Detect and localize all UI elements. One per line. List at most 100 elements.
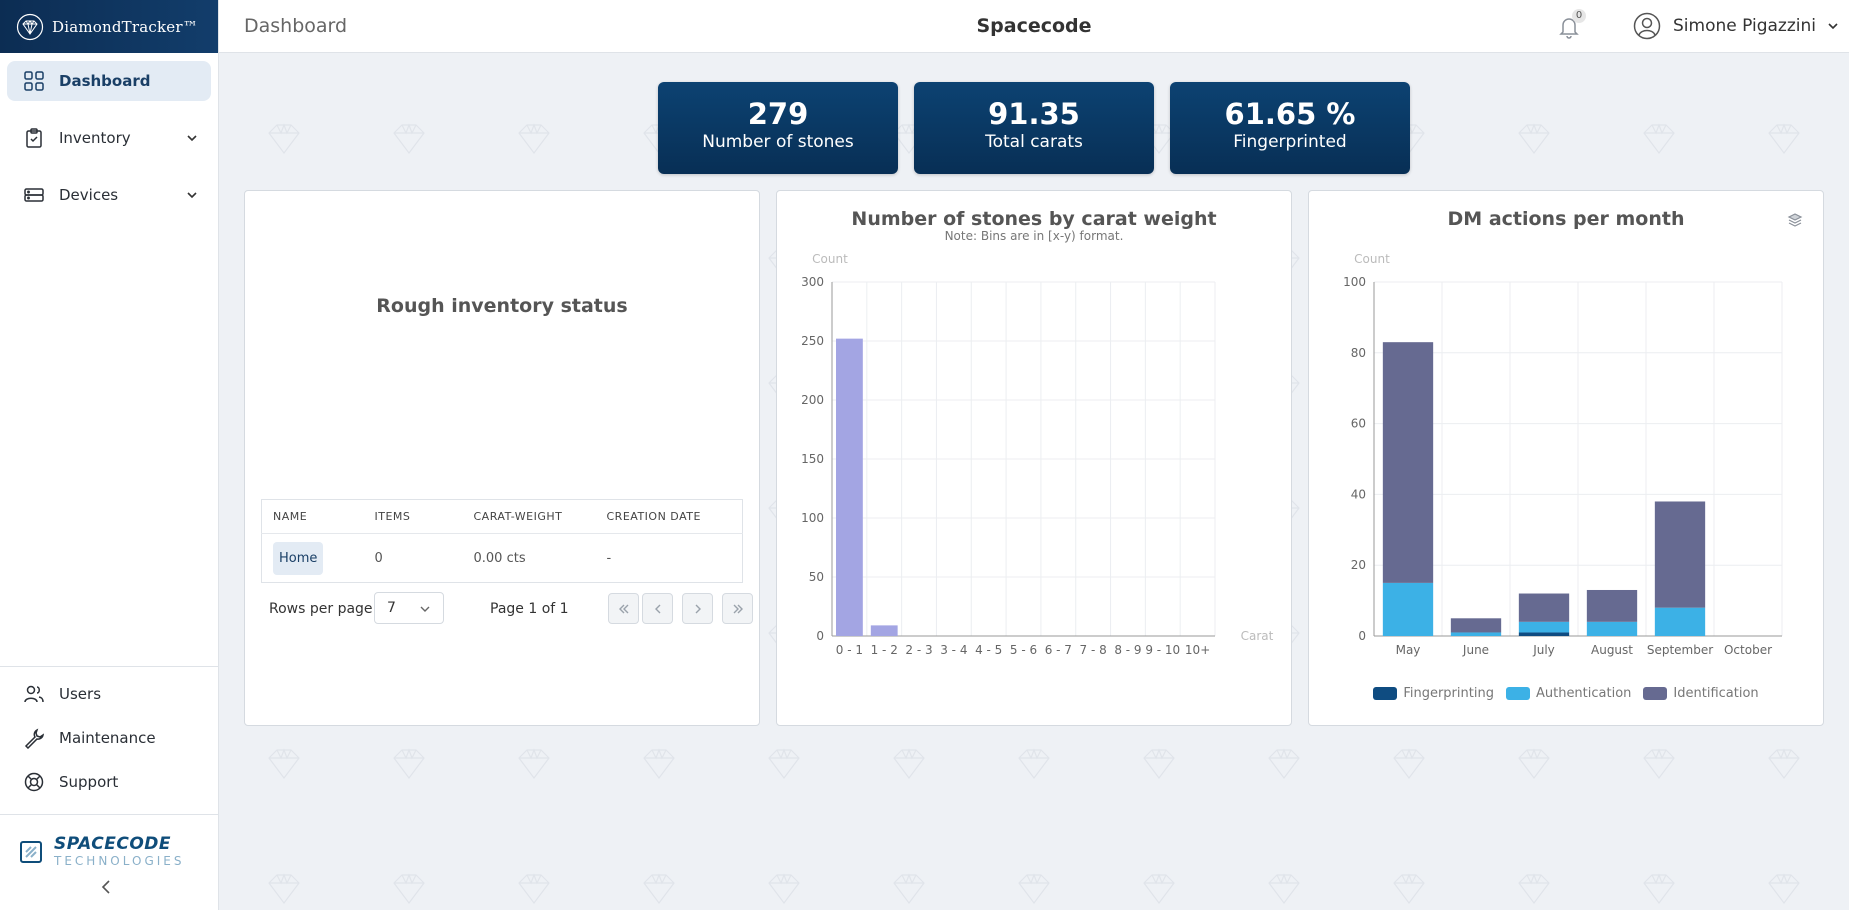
chevron-down-icon <box>187 192 197 199</box>
x-tick-label: 6 - 7 <box>1045 643 1072 657</box>
legend-label: Fingerprinting <box>1403 686 1494 701</box>
sidebar-item-label: Users <box>59 685 102 703</box>
y-tick-label: 20 <box>1351 558 1366 572</box>
y-tick-label: 100 <box>801 511 824 525</box>
sidebar-item-label: Inventory <box>59 129 131 147</box>
y-tick-label: 300 <box>801 275 824 289</box>
last-page-button[interactable] <box>722 593 753 624</box>
y-tick-label: 0 <box>1358 629 1366 643</box>
bar-segment <box>1654 607 1706 636</box>
brand-bar[interactable]: DiamondTracker™ <box>0 0 218 53</box>
bar-segment <box>1450 618 1502 633</box>
dashboard-icon <box>24 71 44 91</box>
first-page-button[interactable] <box>608 593 639 624</box>
x-tick-label: 4 - 5 <box>975 643 1002 657</box>
top-header: Dashboard Spacecode 0 Simone Pigazzini <box>219 0 1849 53</box>
y-tick-label: 0 <box>816 629 824 643</box>
y-tick-label: 60 <box>1351 417 1366 431</box>
y-axis-label: Count <box>812 252 848 266</box>
column-header[interactable]: NAME <box>261 499 364 534</box>
chart-legend: Fingerprinting Authentication Identificati… <box>1309 686 1823 701</box>
stat-card-carats: 91.35 Total carats <box>914 82 1154 174</box>
bar <box>870 625 898 636</box>
chevron-left-icon <box>654 604 660 613</box>
pagination: Rows per page 7 Page 1 of 1 <box>269 592 753 626</box>
divider <box>0 666 218 667</box>
wrench-icon <box>24 728 45 749</box>
table-header-row: NAME ITEMS CARAT-WEIGHT CREATION DATE <box>261 499 743 534</box>
y-tick-label: 50 <box>809 570 824 584</box>
x-tick-label: 3 - 4 <box>940 643 967 657</box>
x-tick-label: 2 - 3 <box>905 643 932 657</box>
y-tick-label: 80 <box>1351 346 1366 360</box>
sidebar: DiamondTracker™ Dashboard Inventory Devi… <box>0 0 219 910</box>
divider <box>0 814 218 815</box>
column-header[interactable]: ITEMS <box>363 499 463 534</box>
stat-card-fingerprinted: 61.65 % Fingerprinted <box>1170 82 1410 174</box>
stat-value: 91.35 <box>988 97 1080 131</box>
rows-per-page-label: Rows per page <box>269 601 373 617</box>
table-row[interactable]: Home 0 0.00 cts - <box>262 534 743 583</box>
bar <box>836 338 863 636</box>
carat-weight-chart: 0 50 100 150 200 250 300 Count 0 - 1 1 - 2 2 - 3 3 … <box>801 229 1274 657</box>
breadcrumb: Dashboard <box>244 15 348 37</box>
bar-segment <box>1518 621 1570 633</box>
x-tick-label: 0 - 1 <box>836 643 863 657</box>
notification-badge: 0 <box>1572 9 1586 23</box>
y-tick-label: 100 <box>1343 275 1366 289</box>
sidebar-item-support[interactable]: Support <box>0 762 218 802</box>
double-chevron-left-icon <box>618 604 628 613</box>
bar-segment <box>1450 632 1502 636</box>
user-name: Simone Pigazzini <box>1673 16 1816 36</box>
sidebar-item-users[interactable]: Users <box>0 674 218 714</box>
legend-swatch <box>1643 687 1668 700</box>
bell-icon <box>1559 18 1579 39</box>
bar-segment <box>1518 593 1570 622</box>
bar-segment <box>1586 589 1638 622</box>
column-header[interactable]: CARAT-WEIGHT <box>462 499 596 534</box>
items-cell: 0 <box>374 550 383 566</box>
legend-label: Identification <box>1673 686 1759 701</box>
carat-weight-cell: 0.00 cts <box>473 550 526 566</box>
prev-page-button[interactable] <box>642 593 673 624</box>
column-header[interactable]: CREATION DATE <box>595 499 743 534</box>
x-tick-label: 1 - 2 <box>871 643 898 657</box>
sidebar-item-dashboard[interactable]: Dashboard <box>7 61 211 101</box>
x-tick-label: June <box>1462 643 1489 657</box>
stat-value: 61.65 % <box>1224 97 1356 131</box>
rough-inventory-panel: Rough inventory status NAME ITEMS CARAT-… <box>244 190 760 726</box>
location-chip[interactable]: Home <box>273 541 324 575</box>
main-nav: Dashboard Inventory Devices <box>0 53 218 240</box>
rows-per-page-select[interactable]: 7 <box>374 592 444 624</box>
legend-swatch <box>1373 687 1398 700</box>
collapse-sidebar-icon[interactable] <box>97 877 117 897</box>
x-tick-label: September <box>1647 643 1713 657</box>
sidebar-item-maintenance[interactable]: Maintenance <box>0 718 218 758</box>
x-tick-label: 7 - 8 <box>1080 643 1107 657</box>
sidebar-item-devices[interactable]: Devices <box>7 175 211 215</box>
chart-title: DM actions per month <box>1447 208 1685 230</box>
y-tick-label: 40 <box>1351 487 1366 501</box>
legend-item[interactable]: Fingerprinting <box>1373 686 1494 701</box>
chart-title: Number of stones by carat weight <box>851 208 1217 230</box>
notifications-button[interactable]: 0 <box>1556 9 1586 42</box>
bar-segment <box>1518 632 1570 636</box>
diamond-logo-icon <box>16 13 44 40</box>
x-tick-label: July <box>1532 643 1555 657</box>
chart-subtitle: Note: Bins are in [x-y) format. <box>945 229 1124 243</box>
sidebar-item-inventory[interactable]: Inventory <box>7 118 211 158</box>
layers-icon[interactable] <box>1787 212 1803 228</box>
page-indicator: Page 1 of 1 <box>490 601 569 617</box>
next-page-button[interactable] <box>682 593 713 624</box>
carat-weight-chart-panel: Number of stones by carat weight 0 50 100 1… <box>776 190 1292 726</box>
chevron-down-icon <box>420 606 430 612</box>
stat-value: 279 <box>747 97 809 131</box>
user-menu[interactable]: Simone Pigazzini <box>1633 12 1840 40</box>
y-tick-label: 250 <box>801 334 824 348</box>
x-tick-label: 8 - 9 <box>1114 643 1141 657</box>
y-tick-label: 200 <box>801 393 824 407</box>
legend-item[interactable]: Authentication <box>1505 686 1631 701</box>
inventory-table: NAME ITEMS CARAT-WEIGHT CREATION DATE Ho… <box>261 499 743 583</box>
legend-item[interactable]: Identification <box>1643 686 1759 701</box>
bar-segment <box>1382 342 1434 583</box>
